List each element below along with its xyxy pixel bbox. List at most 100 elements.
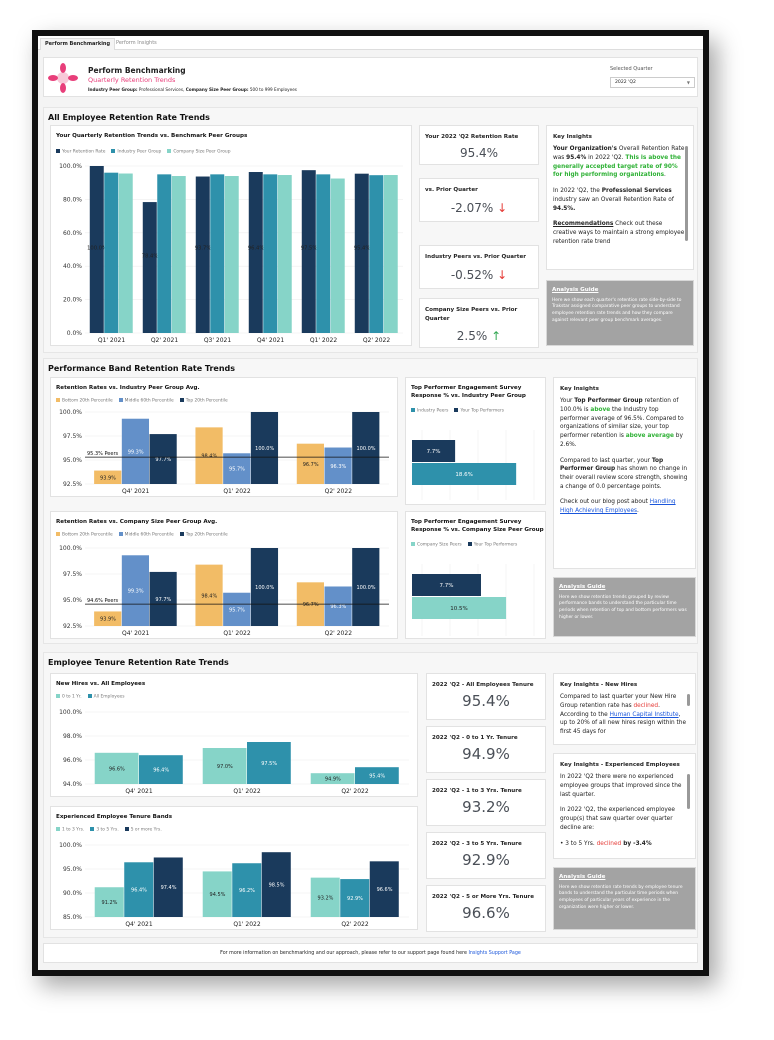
key-insights-panel: Key Insights Your Top Performer Group re… bbox=[553, 377, 696, 569]
bar bbox=[232, 863, 262, 917]
chart-title: Your Quarterly Retention Trends vs. Benc… bbox=[56, 133, 248, 139]
scrollbar[interactable] bbox=[687, 694, 690, 706]
legend-item: Company Size Peer Group bbox=[167, 149, 230, 155]
insight-link[interactable]: Human Capital Institute bbox=[609, 711, 679, 718]
page-title: Perform Benchmarking bbox=[88, 66, 186, 75]
bar bbox=[94, 611, 122, 626]
x-tick-label: Q4' 2021 bbox=[125, 788, 153, 795]
insight-paragraph: In 2022 'Q2, the experienced employee gr… bbox=[560, 806, 689, 832]
kpi-title: 2022 'Q2 - 5 or More Yrs. Tenure bbox=[432, 894, 534, 900]
scrollbar[interactable] bbox=[687, 774, 690, 809]
y-tick-label: 97.5% bbox=[63, 571, 82, 578]
x-tick-label: Q1' 2022 bbox=[223, 630, 251, 637]
legend-item: Your Retention Rate bbox=[56, 149, 105, 155]
tab-perform-insights[interactable]: Perform Insights bbox=[116, 40, 157, 46]
bar bbox=[296, 443, 324, 484]
insight-text: by 2.6%. bbox=[560, 433, 683, 448]
insight-text: Compared to last quarter your New Hire G… bbox=[560, 694, 677, 710]
bar bbox=[124, 862, 154, 917]
guide-title: Analysis Guide bbox=[559, 584, 606, 590]
x-tick-label: Q4' 2021 bbox=[122, 630, 150, 637]
peer-value: Professional Services, bbox=[137, 87, 186, 92]
data-label: 95.7% bbox=[229, 467, 245, 473]
support-page-link[interactable]: Insights Support Page bbox=[468, 951, 521, 956]
quarter-select[interactable]: 2022 'Q2 ▼ bbox=[610, 77, 695, 88]
y-tick-label: 100.0% bbox=[59, 545, 82, 552]
scrollbar[interactable] bbox=[685, 146, 688, 241]
data-label: 94.9% bbox=[325, 777, 341, 783]
company-size-band-chart-card: Retention Rates vs. Company Size Peer Gr… bbox=[50, 511, 398, 639]
data-label: 95.4% bbox=[369, 774, 385, 780]
bar bbox=[355, 767, 399, 784]
bar bbox=[412, 597, 507, 619]
insight-text: declined bbox=[633, 703, 659, 710]
bar bbox=[89, 166, 104, 333]
data-label: 96.3% bbox=[330, 464, 346, 470]
insight-text: 95.4% bbox=[566, 155, 587, 162]
x-tick-label: Q1' 2022 bbox=[310, 337, 338, 344]
data-label: 78.4% bbox=[142, 254, 159, 260]
legend-item: Bottom 20th Percentile bbox=[56, 532, 113, 538]
data-label: 96.2% bbox=[239, 888, 255, 894]
legend-item: Middle 60th Percentile bbox=[118, 398, 174, 404]
reference-label: 94.6% Peers bbox=[87, 598, 119, 604]
y-tick-label: 95.0% bbox=[63, 457, 82, 464]
data-label: 92.9% bbox=[347, 896, 363, 902]
key-insights-new-hires[interactable]: Key Insights - New Hires Compared to las… bbox=[553, 673, 696, 745]
bar bbox=[301, 170, 316, 333]
bar bbox=[261, 852, 291, 917]
y-tick-label: 92.5% bbox=[63, 481, 82, 488]
x-tick-label: Q2' 2022 bbox=[325, 488, 353, 495]
bar bbox=[412, 574, 481, 596]
bar bbox=[263, 174, 278, 333]
bar bbox=[171, 176, 186, 333]
section-title: Employee Tenure Retention Rate Trends bbox=[48, 658, 229, 667]
legend-item: 0 to 1 Yr. bbox=[56, 694, 82, 700]
insight-text: Top Performer Group bbox=[560, 457, 664, 473]
bar bbox=[383, 175, 398, 333]
y-tick-label: 80.0% bbox=[63, 196, 82, 203]
bar bbox=[149, 434, 177, 484]
insight-text: • 3 to 5 Yrs. bbox=[560, 840, 597, 847]
guide-text: Here we show retention rate trends by em… bbox=[559, 884, 683, 911]
chart-title: Retention Rates vs. Company Size Peer Gr… bbox=[56, 519, 218, 525]
tab-perform-benchmarking[interactable]: Perform Benchmarking bbox=[40, 38, 116, 50]
kpi-title: Company Size Peers vs. Prior Quarter bbox=[425, 307, 518, 322]
key-insights-panel[interactable]: Key Insights Your Organization's Overall… bbox=[546, 125, 694, 270]
chart-legend: 1 to 3 Yrs. 3 to 5 Yrs. 5 or more Yrs. bbox=[56, 827, 162, 833]
x-tick-label: Q2' 2022 bbox=[341, 921, 369, 928]
chart-legend: 0 to 1 Yr. All Employees bbox=[56, 694, 125, 700]
legend-item: Middle 60th Percentile bbox=[118, 532, 174, 538]
insights-body: In 2022 'Q2 there were no experienced em… bbox=[560, 773, 689, 848]
tab-bar: Perform Benchmarking Perform Insights bbox=[38, 36, 703, 50]
bar bbox=[412, 463, 517, 485]
peer-value: 500 to 999 Employees bbox=[248, 87, 297, 92]
kpi-card: Your 2022 'Q2 Retention Rate 95.4% bbox=[419, 125, 539, 165]
insights-title: Key Insights bbox=[553, 134, 592, 140]
x-tick-label: Q4' 2021 bbox=[257, 337, 285, 344]
peer-label: Company Size Peer Group: bbox=[185, 87, 249, 92]
tenure-kpi-card: 2022 'Q2 - All Employees Tenure 95.4% bbox=[426, 673, 546, 720]
data-label: 100.0% bbox=[87, 246, 107, 252]
data-label: 100.0% bbox=[356, 585, 375, 591]
insight-text: , up to 20% of all new hires resign with… bbox=[560, 711, 687, 736]
legend-item: 1 to 3 Yrs. bbox=[56, 827, 84, 833]
chart-title: Top Performer Engagement Survey Response… bbox=[411, 519, 544, 534]
chart-title: Retention Rates vs. Industry Peer Group … bbox=[56, 385, 200, 391]
insight-text: . According to the bbox=[560, 703, 660, 718]
data-label: 93.2% bbox=[318, 895, 334, 901]
bar bbox=[142, 202, 157, 333]
new-hires-chart: 94.0% 96.0% 98.0% 100.0% 96.6% 96.4% Q4' 2021 9… bbox=[59, 709, 409, 795]
key-insights-experienced[interactable]: Key Insights - Experienced Employees In … bbox=[553, 753, 696, 859]
insight-link[interactable]: Handling High Achieving Employees bbox=[560, 499, 676, 514]
y-tick-label: 0.0% bbox=[67, 330, 83, 337]
data-label: 97.7% bbox=[155, 597, 171, 603]
insight-text: This is above the generally accepted tar… bbox=[553, 155, 681, 179]
kpi-card: vs. Prior Quarter -2.07% ↓ bbox=[419, 178, 539, 222]
tenure-kpi-card: 2022 'Q2 - 3 to 5 Yrs. Tenure 92.9% bbox=[426, 832, 546, 879]
engagement-industry-chart: 7.7% 18.6% bbox=[412, 430, 535, 500]
chart-legend: Bottom 20th Percentile Middle 60th Percen… bbox=[56, 532, 228, 538]
data-label: 91.2% bbox=[102, 900, 118, 906]
insight-paragraph: Your Top Performer Group retention of 10… bbox=[560, 397, 689, 449]
chart-legend: Bottom 20th Percentile Middle 60th Percen… bbox=[56, 398, 228, 404]
